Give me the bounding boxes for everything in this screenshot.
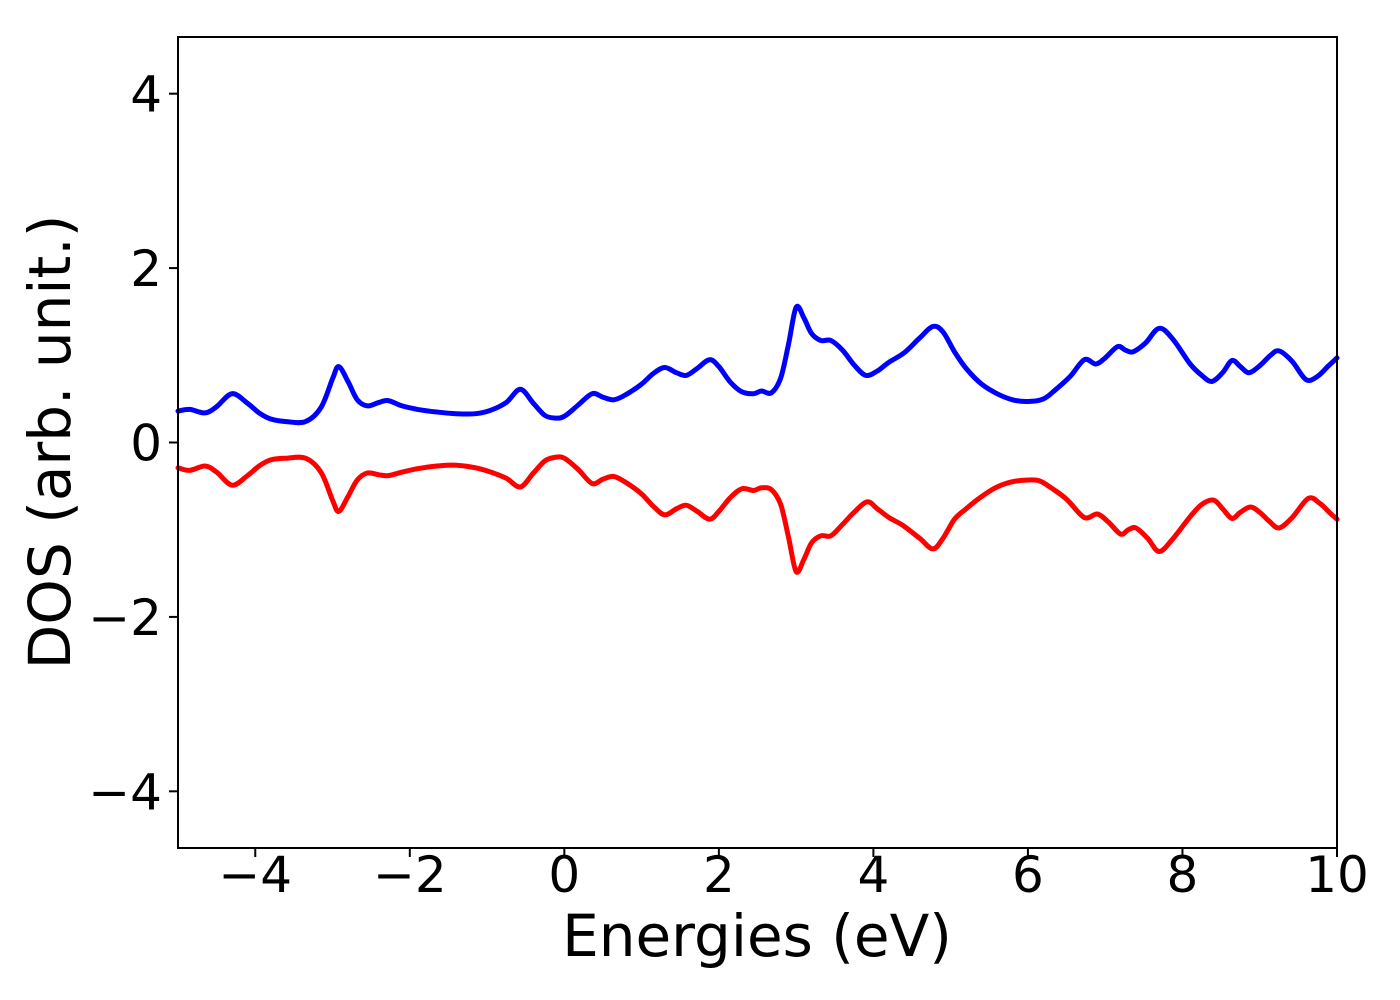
- axes-box: [177, 36, 1338, 849]
- plot-curves: [175, 303, 1340, 575]
- x-tick-label: 10: [1305, 846, 1369, 904]
- x-tick-label: 4: [857, 846, 889, 904]
- y-tick-label: 0: [130, 415, 162, 473]
- plot-axes: [169, 36, 1338, 857]
- y-tick-label: 4: [130, 66, 162, 124]
- y-tick-label: −2: [88, 589, 162, 647]
- x-tick-label: −4: [218, 846, 292, 904]
- x-axis-title: Energies (eV): [562, 902, 952, 970]
- curve-red-curve-negative-dos: [175, 454, 1340, 575]
- plot-tick-labels: −4 −2 0 2 4 6 8 10 −4 −2 0 2 4: [88, 66, 1369, 904]
- x-tick-label: 0: [548, 846, 580, 904]
- curve-blue-curve-positive-dos: [175, 303, 1340, 426]
- x-tick-label: 2: [703, 846, 735, 904]
- x-tick-label: 6: [1012, 846, 1044, 904]
- y-tick-label: 2: [130, 240, 162, 298]
- x-tick-label: −2: [373, 846, 447, 904]
- y-axis-title: DOS (arb. unit.): [16, 215, 84, 670]
- x-tick-label: 8: [1167, 846, 1199, 904]
- y-tick-label: −4: [88, 763, 162, 821]
